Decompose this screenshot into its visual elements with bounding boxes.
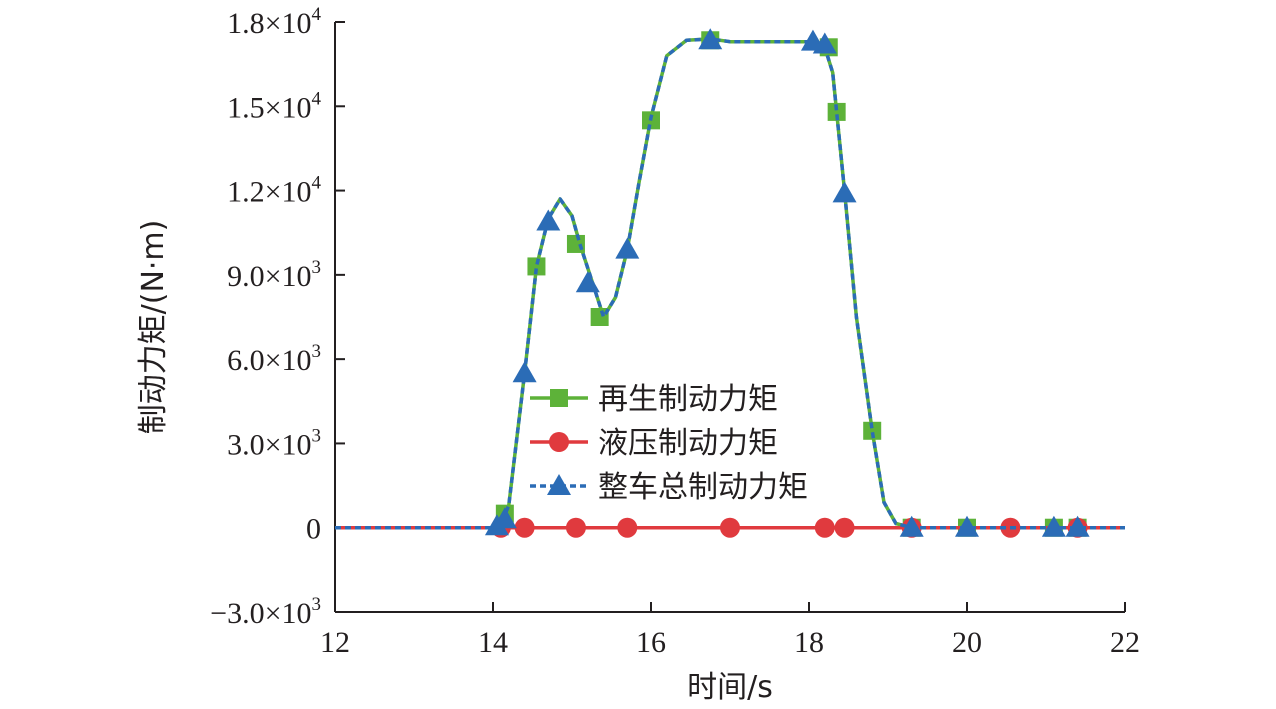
data-point-triangle	[899, 515, 924, 537]
y-tick-label: 9.0×103	[227, 257, 321, 293]
data-point-triangle	[1065, 515, 1090, 537]
data-point-triangle	[575, 271, 600, 293]
legend-marker-circle	[549, 432, 569, 452]
legend-marker-triangle	[547, 474, 571, 495]
data-point-triangle	[832, 181, 857, 203]
y-tick-label: 1.5×104	[227, 88, 321, 124]
y-tick-label: 1.2×104	[227, 173, 321, 209]
data-point-square	[863, 421, 882, 440]
data-point-circle	[814, 517, 835, 538]
x-tick-label: 20	[952, 626, 982, 659]
series-circle	[335, 517, 1125, 538]
x-tick-label: 22	[1110, 626, 1140, 659]
data-point-triangle	[536, 209, 561, 231]
y-tick-label: 1.8×104	[227, 4, 321, 40]
data-point-triangle	[492, 507, 517, 529]
data-point-triangle	[955, 515, 979, 537]
series-line-triangle	[335, 37, 1125, 530]
data-point-square	[590, 308, 609, 326]
y-tick-label: −3.0×103	[210, 594, 321, 630]
x-tick-label: 18	[794, 626, 824, 659]
data-point-triangle	[812, 32, 837, 54]
legend-label: 整车总制动力矩	[598, 470, 808, 505]
axes: 1.8×104 1.5×104 1.2×104 9.0×103 6.0×103 3.0×1…	[210, 4, 1140, 659]
y-tick-label: 6.0×103	[227, 341, 321, 377]
data-point-triangle	[615, 237, 640, 259]
x-tick-label: 16	[636, 626, 666, 659]
legend-label: 液压制动力矩	[598, 426, 778, 461]
data-point-square	[827, 102, 846, 121]
y-tick-label: 0	[306, 513, 321, 546]
data-point-circle	[834, 517, 855, 538]
data-point-square	[566, 234, 585, 253]
data-point-triangle	[1041, 515, 1066, 537]
x-axis-title: 时间/s	[687, 670, 773, 705]
y-tick-label: 3.0×103	[227, 425, 321, 461]
series-triangle	[335, 28, 1125, 537]
data-point-triangle	[698, 28, 723, 50]
x-tick-label: 14	[478, 626, 508, 659]
data-point-circle	[617, 517, 638, 538]
data-point-circle	[565, 517, 586, 538]
data-point-circle	[720, 517, 740, 538]
data-point-square	[527, 257, 546, 276]
legend-label: 再生制动力矩	[598, 382, 778, 417]
data-point-circle	[514, 517, 535, 538]
x-tick-label: 12	[320, 626, 350, 659]
y-axis-title: 制动力矩/(N·m)	[136, 220, 171, 435]
data-point-triangle	[512, 361, 537, 383]
series-layer	[335, 28, 1125, 538]
legend-marker-square	[550, 389, 568, 407]
